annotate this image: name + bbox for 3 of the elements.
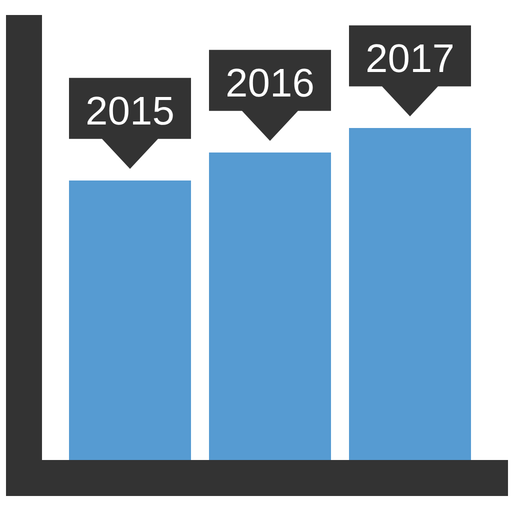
- x-tick-label: 2016: [228, 68, 313, 97]
- x-tick-label: 2017: [368, 44, 452, 72]
- x-tick-label: 2015: [88, 96, 173, 125]
